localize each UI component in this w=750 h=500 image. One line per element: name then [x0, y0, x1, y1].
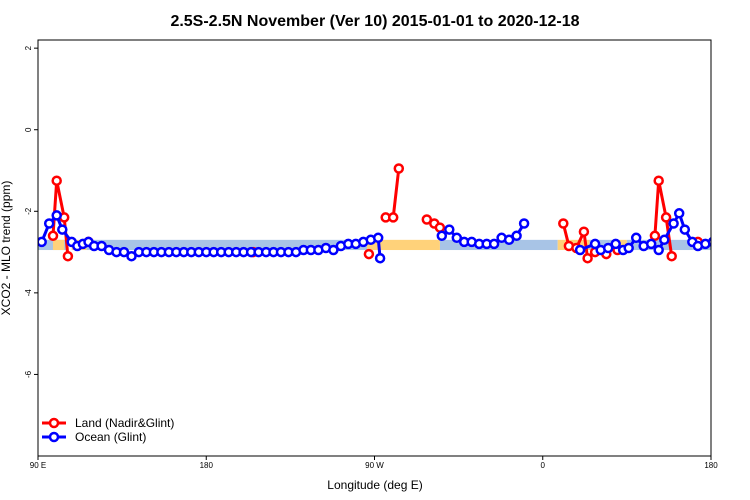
legend-marker — [48, 417, 60, 429]
data-point — [393, 163, 405, 174]
data-point — [653, 244, 664, 256]
x-axis: 90 E 180 90 W 0 180 — [30, 456, 718, 470]
data-point — [707, 237, 711, 247]
data-point — [589, 238, 601, 250]
x-tick-label: 180 — [704, 461, 718, 470]
data-point — [660, 212, 672, 223]
data-point — [558, 218, 569, 229]
data-point — [38, 236, 47, 248]
data-point — [503, 234, 515, 246]
data-point — [668, 218, 679, 229]
band-segment — [589, 239, 618, 251]
data-point — [610, 238, 621, 250]
legend-marker — [48, 431, 60, 443]
x-axis-label: Longitude (deg E) — [327, 478, 422, 492]
y-tick-label: 2 — [24, 45, 33, 50]
data-point — [374, 252, 386, 264]
data-point — [653, 175, 664, 186]
data-point — [363, 248, 375, 260]
data-point — [582, 252, 593, 264]
data-point — [602, 242, 614, 254]
data-point — [645, 238, 657, 250]
data-point — [574, 244, 586, 256]
data-point — [673, 208, 685, 219]
data-point — [47, 230, 59, 242]
y-tick-label: 0 — [24, 127, 33, 132]
y-tick-label: -2 — [24, 207, 33, 215]
data-point — [126, 250, 137, 262]
data-point — [328, 244, 339, 256]
series-land — [47, 163, 704, 264]
legend-item: Ocean (Glint) — [42, 430, 146, 444]
data-point — [451, 232, 463, 244]
data-point — [578, 226, 590, 237]
x-tick-label: 0 — [541, 461, 546, 470]
legend: Land (Nadir&Glint)Ocean (Glint) — [42, 416, 174, 444]
series-ocean — [38, 208, 711, 264]
data-point — [43, 218, 55, 229]
series-layer — [38, 163, 711, 264]
y-axis-label: XCO2 - MLO trend (ppm) — [0, 181, 13, 316]
legend-label: Land (Nadir&Glint) — [75, 416, 174, 430]
band-segment — [86, 239, 368, 251]
y-axis: 2 0 -2 -4 -6 — [24, 45, 38, 378]
data-point — [51, 175, 62, 186]
x-tick-label: 180 — [200, 461, 214, 470]
data-point — [118, 246, 130, 258]
data-point — [436, 230, 448, 242]
data-point — [649, 230, 661, 242]
data-point — [387, 212, 399, 223]
data-point — [488, 238, 500, 250]
chart-title: 2.5S-2.5N November (Ver 10) 2015-01-01 t… — [170, 13, 579, 30]
data-point — [518, 218, 530, 229]
band-segment — [38, 239, 67, 251]
data-point — [666, 250, 677, 262]
y-tick-label: -4 — [24, 289, 33, 297]
band-segment — [52, 239, 65, 251]
data-point — [659, 234, 670, 246]
legend-label: Ocean (Glint) — [75, 430, 146, 444]
x-tick-label: 90 W — [365, 461, 384, 470]
data-point — [51, 210, 62, 221]
data-point — [511, 230, 522, 242]
data-point — [421, 214, 433, 225]
data-point — [444, 224, 455, 235]
data-point — [62, 250, 74, 262]
series-line — [653, 179, 674, 257]
data-point — [623, 242, 634, 254]
data-point — [434, 222, 446, 233]
x-tick-label: 90 E — [30, 461, 46, 470]
data-point — [372, 232, 384, 244]
band-segment — [367, 239, 440, 251]
data-point — [679, 224, 691, 235]
data-point — [57, 224, 68, 235]
data-point — [630, 232, 642, 244]
legend-item: Land (Nadir&Glint) — [42, 416, 174, 430]
y-tick-label: -6 — [24, 370, 33, 378]
